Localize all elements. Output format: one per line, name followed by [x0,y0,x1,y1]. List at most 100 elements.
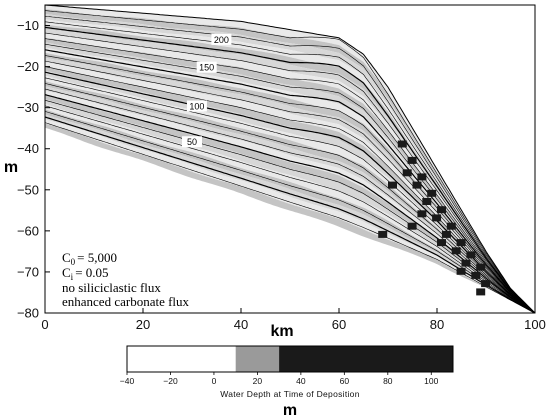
facies-block [407,222,417,230]
time-line [45,66,535,313]
colorbar-swatch [127,346,236,372]
time-line [45,77,535,313]
ci-subscript: i [71,272,74,282]
facies-block [481,280,491,288]
time-line-label: 100 [189,101,204,111]
y-axis: −10 −20 −30 −40 −50 −60 −70 −80 [17,18,50,321]
time-line [45,10,535,313]
time-line [45,116,535,313]
colorbar-ticks: −40 −20 0 20 40 60 80 100 [120,372,439,386]
facies-block [441,230,451,238]
time-line [45,38,535,313]
c0-note: C0 = 5,000 [62,250,117,267]
y-tick-label: −80 [17,306,39,321]
sediment-band [45,123,535,313]
time-line [45,43,535,313]
sediment-band [45,57,535,313]
y-tick-label: −60 [17,223,39,238]
facies-block [378,230,388,238]
colorbar: −40 −20 0 20 40 60 80 100 Water Depth at Time o… [120,345,454,419]
ci-note: Ci = 0.05 [62,265,109,282]
x-tick-label: 100 [524,317,546,332]
facies-block [417,173,427,181]
colorbar-tick-label: 80 [383,376,393,386]
colorbar-tick-label: 60 [340,376,350,386]
time-line-label: 150 [199,63,214,73]
y-tick-label: −20 [17,59,39,74]
facies-block [417,210,427,218]
x-axis-label: km [270,323,293,340]
time-line [45,15,535,313]
time-line-label-bg [186,100,207,112]
c0-value: = 5,000 [77,250,117,265]
time-line [45,105,535,313]
time-line [45,71,535,313]
facies-block [456,239,466,247]
time-line-label-bg [196,61,217,73]
facies-block [446,222,456,230]
time-line-labels: 200 150 100 50 [182,33,232,148]
depositional-surface [44,4,536,314]
time-line [45,32,535,313]
facies-block [461,259,471,267]
colorbar-swatch [279,346,453,372]
colorbar-tick-label: 40 [296,376,306,386]
colorbar-tick-label: 20 [253,376,263,386]
time-line-label: 50 [187,137,197,147]
time-line [45,122,535,313]
x-tick-label: 60 [332,317,346,332]
time-line [45,26,535,313]
time-line [45,83,535,313]
time-line [45,21,535,313]
colorbar-swatches [127,346,453,372]
facies-block [402,169,412,177]
colorbar-tick-label: −40 [120,376,135,386]
deep-water-facies [378,140,491,296]
y-tick-label: −50 [17,182,39,197]
y-tick-label: −10 [17,18,39,33]
facies-block [471,271,481,279]
siliciclastic-note: no siliciclastic flux [62,280,161,295]
facies-block [427,189,437,197]
colorbar-tick-label: 0 [212,376,217,386]
facies-block [432,214,442,222]
facies-block [412,181,422,189]
y-tick-label: −30 [17,100,39,115]
x-tick-label: 20 [136,317,150,332]
y-tick-label: −70 [17,264,39,279]
time-line-label-bg [182,136,202,148]
facies-block [466,251,476,259]
c0-symbol: C [62,250,71,265]
time-line [45,111,535,313]
time-line [45,60,535,313]
plot-frame [44,4,536,314]
y-axis-label: m [4,159,18,176]
time-line [45,99,535,313]
plot-area [44,4,536,314]
facies-block [451,247,461,255]
time-line-label-bg [211,33,232,45]
x-tick-label: 0 [41,317,48,332]
time-line-label: 200 [214,35,229,45]
x-tick-label: 80 [430,317,444,332]
facies-block [456,267,466,275]
ci-symbol: C [62,265,71,280]
facies-block [476,263,486,271]
x-tick-label: 40 [234,317,248,332]
x-axis: 0 20 40 60 80 100 [41,308,546,332]
c0-subscript: 0 [71,257,76,267]
ci-value: = 0.05 [75,265,108,280]
y-tick-label: −40 [17,141,39,156]
colorbar-title: Water Depth at Time of Deposition [220,389,360,399]
sediment-band [45,52,535,313]
carbonate-note: enhanced carbonate flux [62,294,190,309]
facies-block [397,140,407,148]
facies-block [437,206,446,214]
facies-block [476,288,486,296]
facies-block [422,198,432,205]
facies-block [388,181,397,189]
facies-block [407,156,417,164]
colorbar-tick-label: −20 [163,376,178,386]
colorbar-frame [126,345,454,373]
